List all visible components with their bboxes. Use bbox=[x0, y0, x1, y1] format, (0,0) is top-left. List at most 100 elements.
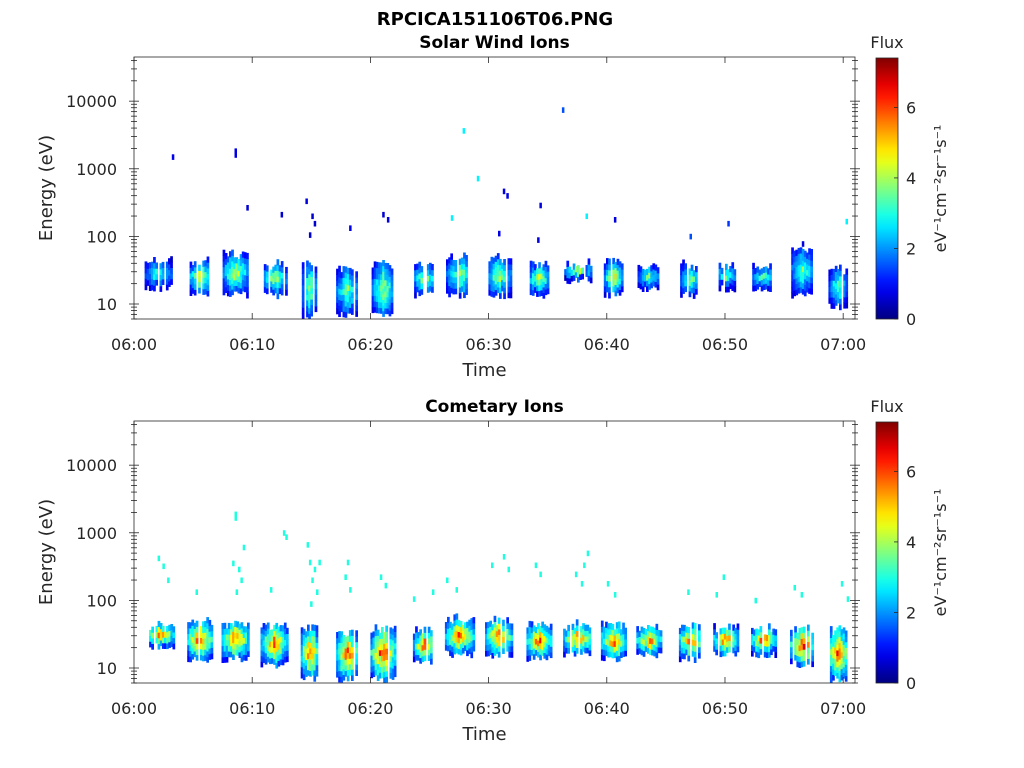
flux-cell bbox=[731, 279, 735, 286]
flux-cell bbox=[306, 283, 309, 290]
flux-cell bbox=[307, 630, 310, 637]
flux-cell bbox=[844, 630, 848, 637]
flux-cell bbox=[499, 281, 502, 288]
flux-cell bbox=[612, 263, 615, 270]
flux-cell bbox=[834, 288, 838, 295]
flux-cell bbox=[276, 270, 280, 277]
flux-cell bbox=[651, 649, 654, 656]
x-axis-label: Time bbox=[461, 724, 506, 745]
flux-cell bbox=[840, 651, 844, 658]
flux-cell bbox=[458, 281, 462, 288]
flux-cell bbox=[206, 645, 209, 652]
flux-cell bbox=[227, 651, 231, 658]
flux-cell bbox=[607, 640, 610, 647]
flux-cell bbox=[571, 629, 575, 636]
flux-cell bbox=[200, 643, 203, 650]
flux-cell bbox=[453, 614, 457, 621]
flux-cell bbox=[191, 647, 195, 654]
flux-cell bbox=[263, 281, 267, 288]
flux-cell bbox=[682, 265, 685, 272]
flux-cell bbox=[314, 300, 318, 307]
flux-cell bbox=[509, 269, 513, 276]
flux-cell bbox=[508, 634, 512, 641]
flux-cell bbox=[605, 649, 608, 657]
flux-cell bbox=[763, 640, 767, 647]
flux-point bbox=[534, 562, 538, 569]
flux-cell bbox=[234, 620, 237, 627]
flux-cell bbox=[489, 631, 492, 639]
flux-cell bbox=[659, 647, 663, 654]
colorbar-title: Flux bbox=[870, 397, 903, 416]
burst-11 bbox=[564, 258, 593, 285]
flux-cell bbox=[455, 619, 459, 626]
flux-cell bbox=[832, 285, 836, 292]
flux-cell bbox=[338, 299, 341, 306]
flux-cell bbox=[587, 258, 591, 265]
flux-cell bbox=[615, 656, 619, 663]
flux-cell bbox=[534, 264, 537, 271]
flux-cell bbox=[489, 637, 492, 644]
flux-cell bbox=[242, 648, 246, 655]
flux-cell bbox=[229, 262, 232, 269]
flux-cell bbox=[526, 638, 530, 645]
flux-cell bbox=[793, 273, 796, 280]
flux-cell bbox=[537, 645, 540, 652]
flux-cell bbox=[685, 626, 688, 633]
flux-cell bbox=[262, 651, 266, 658]
flux-cell bbox=[545, 631, 549, 638]
flux-cell bbox=[430, 635, 433, 642]
flux-cell bbox=[573, 627, 577, 634]
flux-cell bbox=[680, 291, 683, 298]
flux-cell bbox=[281, 647, 285, 654]
flux-cell bbox=[490, 273, 494, 280]
flux-cell bbox=[600, 637, 604, 644]
flux-cell bbox=[270, 280, 273, 288]
flux-cell bbox=[226, 267, 230, 274]
flux-cell bbox=[278, 287, 282, 294]
flux-cell bbox=[165, 284, 169, 291]
flux-cell bbox=[472, 628, 476, 635]
flux-point bbox=[412, 596, 416, 602]
flux-cell bbox=[575, 619, 579, 626]
flux-cell bbox=[371, 306, 375, 314]
flux-cell bbox=[765, 651, 769, 658]
flux-cell bbox=[796, 632, 800, 639]
flux-cell bbox=[499, 270, 502, 277]
flux-point bbox=[539, 571, 542, 578]
flux-cell bbox=[446, 259, 449, 266]
flux-cell bbox=[226, 290, 230, 297]
flux-cell bbox=[692, 281, 696, 288]
flux-cell bbox=[191, 265, 195, 272]
flux-cell bbox=[842, 661, 846, 668]
flux-cell bbox=[168, 641, 171, 648]
flux-cell bbox=[300, 661, 304, 668]
flux-cell bbox=[195, 620, 199, 627]
flux-cell bbox=[755, 645, 758, 652]
flux-cell bbox=[844, 647, 848, 654]
flux-cell bbox=[383, 643, 386, 650]
flux-cell bbox=[656, 284, 660, 291]
flux-cell bbox=[543, 624, 547, 631]
flux-cell bbox=[277, 626, 281, 633]
flux-cell bbox=[655, 640, 659, 647]
flux-cell bbox=[470, 646, 474, 653]
flux-cell bbox=[266, 656, 270, 663]
flux-cell bbox=[151, 626, 154, 633]
flux-cell bbox=[270, 275, 273, 282]
flux-cell bbox=[836, 649, 839, 657]
flux-cell bbox=[608, 258, 611, 265]
flux-cell bbox=[452, 271, 456, 278]
flux-cell bbox=[206, 256, 210, 263]
flux-cell bbox=[373, 272, 377, 279]
flux-cell bbox=[376, 646, 380, 653]
flux-cell bbox=[415, 643, 418, 650]
flux-cell bbox=[302, 651, 306, 658]
flux-cell bbox=[810, 265, 813, 273]
flux-cell bbox=[309, 636, 312, 643]
flux-cell bbox=[340, 642, 344, 649]
flux-cell bbox=[684, 274, 687, 281]
flux-cell bbox=[622, 622, 625, 629]
flux-cell bbox=[168, 630, 171, 637]
flux-cell bbox=[757, 646, 761, 653]
